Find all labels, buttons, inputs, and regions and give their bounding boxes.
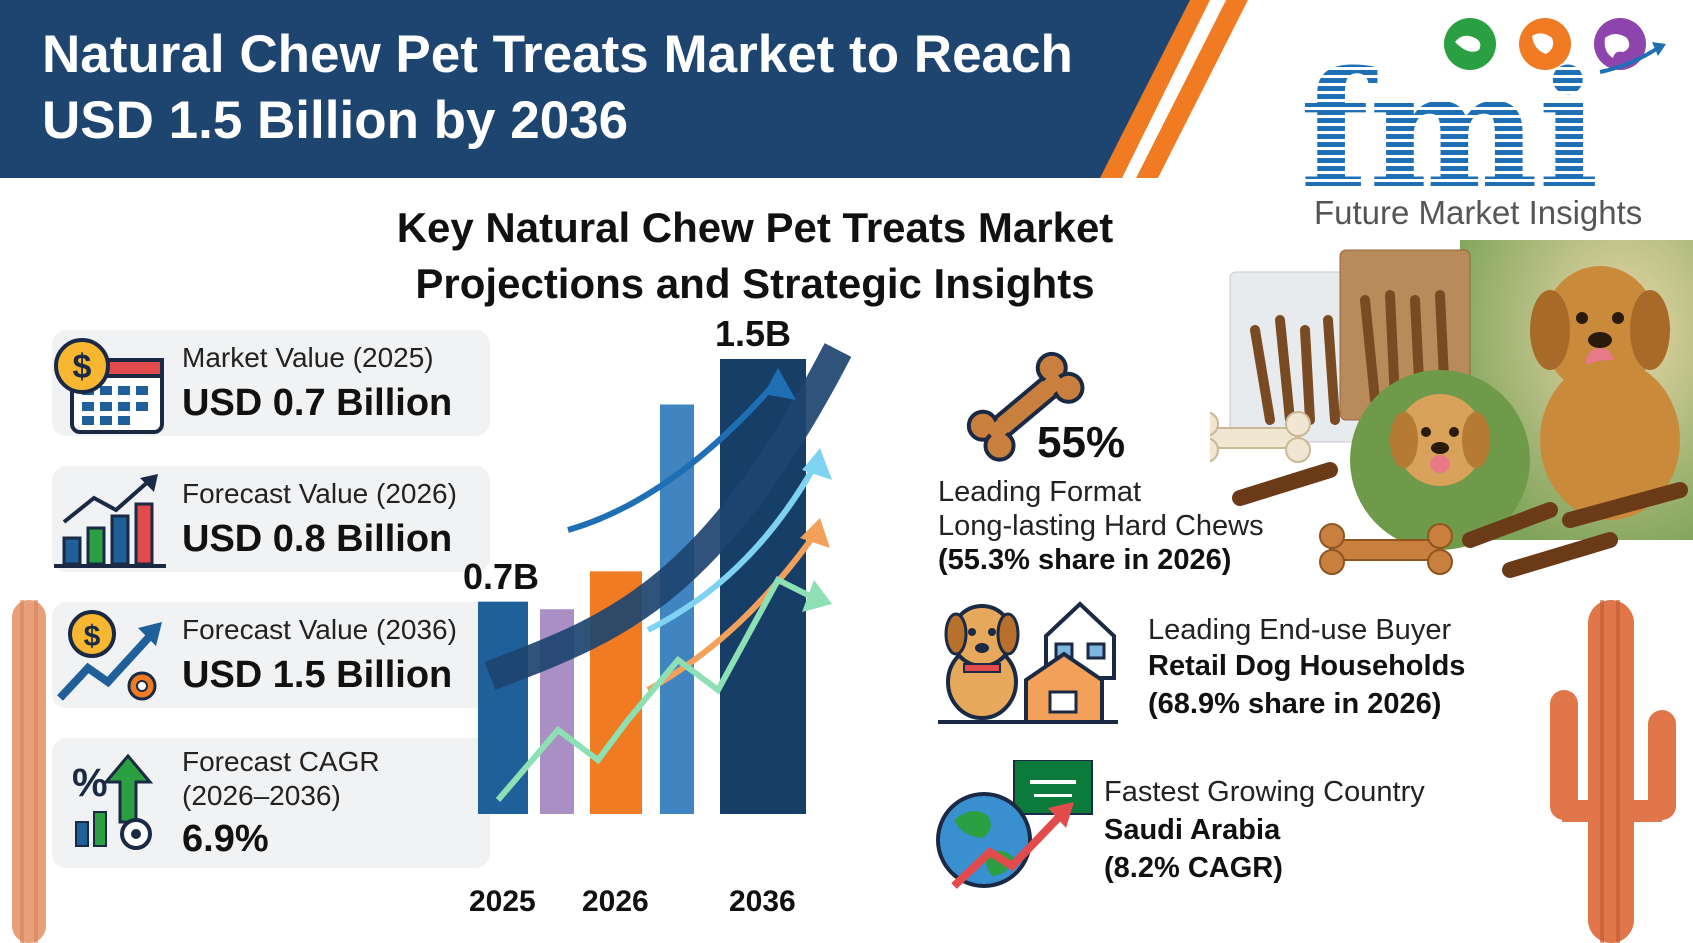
svg-text:$: $ xyxy=(73,348,92,386)
stat-label: Forecast Value (2036) xyxy=(182,614,457,645)
logo-tagline: Future Market Insights xyxy=(1314,194,1643,231)
bar-value-label: 0.7B xyxy=(463,555,540,597)
growth-arrow-green xyxy=(495,576,820,802)
stat-value: 6.9% xyxy=(182,818,269,860)
page-title: Natural Chew Pet Treats Market to Reach … xyxy=(42,25,1073,150)
format-name: Long-lasting Hard Chews xyxy=(938,510,1264,542)
growth-swoosh xyxy=(484,343,852,690)
dogs-with-chews-illustration xyxy=(1210,240,1693,578)
country-name: Saudi Arabia xyxy=(1104,814,1281,846)
svg-text:%: % xyxy=(72,761,108,805)
stat-card-forecast-value-2036: $ Forecast Value (2036) USD 1.5 Billion xyxy=(52,602,490,708)
stat-card-market-value-2025: $ Market Value (2025) USD 0.7 Billion xyxy=(52,330,490,436)
dollar-growth-gear-icon: $ xyxy=(57,610,162,701)
growth-arrow-orange xyxy=(646,528,821,693)
stat-label: Forecast CAGR xyxy=(182,746,380,777)
buyer-title: Leading End-use Buyer xyxy=(1148,614,1452,646)
bar-2025 xyxy=(478,601,528,814)
stat-card-forecast-cagr: % Forecast CAGR (2026–2036) 6.9% xyxy=(52,738,490,868)
stat-label: Forecast Value (2026) xyxy=(182,478,457,509)
percent-gear-icon: % xyxy=(72,753,154,850)
banner-background xyxy=(0,0,1248,178)
stat-value: USD 1.5 Billion xyxy=(182,654,453,696)
format-share-percent: 55% xyxy=(1037,418,1126,467)
dog-house-icon xyxy=(938,601,1118,724)
stat-value: USD 0.7 Billion xyxy=(182,382,453,424)
stat-label: Market Value (2025) xyxy=(182,342,434,373)
dollar-calendar-icon: $ xyxy=(54,338,164,434)
format-title: Leading Format xyxy=(938,476,1142,508)
fmi-logo-mark: fmi xyxy=(1300,18,1666,224)
fmi-letters: fmi xyxy=(1300,36,1599,194)
cactus-right-decoration xyxy=(1550,600,1676,943)
buyer-share: (68.9% share in 2026) xyxy=(1148,688,1442,720)
growth-arrow-blue xyxy=(567,378,781,533)
fmi-logo: fmi Future Market Insights xyxy=(1300,14,1685,234)
format-share: (55.3% share in 2026) xyxy=(938,544,1232,576)
country-share: (8.2% CAGR) xyxy=(1104,852,1283,884)
globe-flag-growth-icon xyxy=(936,760,1093,889)
bone-icon xyxy=(966,351,1085,462)
x-tick-label: 2025 xyxy=(469,885,536,918)
country-title: Fastest Growing Country xyxy=(1104,776,1425,808)
stat-label-period: (2026–2036) xyxy=(182,780,341,811)
title-banner: Natural Chew Pet Treats Market to Reach … xyxy=(0,0,1300,180)
chart-canvas xyxy=(478,343,852,814)
bar-growth-icon xyxy=(54,474,166,568)
x-tick-label: 2026 xyxy=(582,885,649,918)
svg-text:$: $ xyxy=(84,620,101,653)
section-subtitle: Key Natural Chew Pet Treats Market Proje… xyxy=(396,204,1114,307)
stat-value: USD 0.8 Billion xyxy=(182,518,453,560)
growth-bar-chart: 0.7B 1.5B 2025 2026 2036 xyxy=(463,313,908,930)
stat-card-forecast-value-2026: Forecast Value (2026) USD 0.8 Billion xyxy=(52,466,490,572)
growth-arrow-cyan xyxy=(646,458,821,633)
cactus-left-decoration xyxy=(12,600,46,943)
buyer-name: Retail Dog Households xyxy=(1148,650,1466,682)
bar-value-label: 1.5B xyxy=(715,313,792,354)
x-tick-label: 2036 xyxy=(729,885,796,918)
